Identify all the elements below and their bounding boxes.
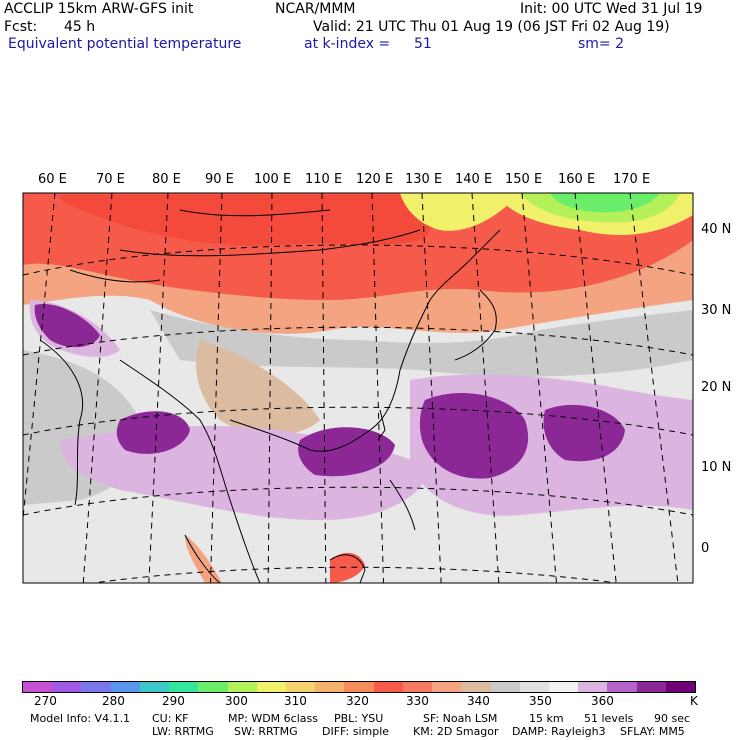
colorbar-swatch xyxy=(548,682,579,692)
lat-label: 20 N xyxy=(701,380,732,395)
colorbar-label: 330 xyxy=(406,694,429,708)
lat-label: 40 N xyxy=(701,222,732,237)
smoothing-label: sm= 2 xyxy=(578,36,625,52)
colorbar-label: 290 xyxy=(162,694,185,708)
colorbar-swatch xyxy=(373,682,403,692)
lon-label: 170 E xyxy=(613,172,651,187)
colorbar-label: 270 xyxy=(34,694,57,708)
init-time: Init: 00 UTC Wed 31 Jul 19 xyxy=(520,1,703,17)
colorbar-label: 340 xyxy=(467,694,490,708)
diffusion-scheme: DIFF: simple xyxy=(322,725,390,738)
colorbar-label: 300 xyxy=(225,694,248,708)
colorbar-label: 350 xyxy=(529,694,552,708)
lon-label: 110 E xyxy=(305,172,343,187)
forecast-label: Fcst: xyxy=(4,19,38,35)
lon-label: 160 E xyxy=(558,172,596,187)
model-version: Model Info: V4.1.1 xyxy=(30,712,131,725)
colorbar-label: 280 xyxy=(102,694,125,708)
lon-label: 150 E xyxy=(505,172,543,187)
colorbar-swatch xyxy=(402,682,433,692)
vertical-levels: 51 levels xyxy=(584,712,634,725)
colorbar-swatch xyxy=(519,682,549,692)
colorbar-swatch xyxy=(81,682,111,692)
colorbar-swatch xyxy=(285,682,316,692)
colorbar-swatch xyxy=(256,682,286,692)
colorbar-swatch xyxy=(490,682,520,692)
colorbar-swatch xyxy=(432,682,462,692)
lon-label: 70 E xyxy=(96,172,125,187)
damping-option: DAMP: Rayleigh3 xyxy=(512,725,606,738)
surface-scheme: SF: Noah LSM xyxy=(423,712,498,725)
pbl-scheme: PBL: YSU xyxy=(334,712,384,725)
colorbar-swatch xyxy=(665,682,696,692)
field-name: Equivalent potential temperature xyxy=(8,36,242,52)
lat-label: 10 N xyxy=(701,460,732,475)
colorbar-label: 310 xyxy=(284,694,307,708)
lon-label: 90 E xyxy=(205,172,234,187)
colorbar-label: 360 xyxy=(591,694,614,708)
colorbar-swatch xyxy=(227,682,257,692)
colorbar xyxy=(22,681,696,693)
lon-label: 80 E xyxy=(152,172,181,187)
colorbar-unit: K xyxy=(690,694,698,708)
colorbar-label: 320 xyxy=(346,694,369,708)
colorbar-swatch xyxy=(461,682,491,692)
center-label: NCAR/MMM xyxy=(275,1,356,17)
colorbar-swatch xyxy=(315,682,345,692)
colorbar-swatch xyxy=(110,682,140,692)
forecast-hours: 45 h xyxy=(64,19,96,35)
colorbar-swatch xyxy=(52,682,82,692)
level-value: 51 xyxy=(414,36,432,52)
cumulus-scheme: CU: KF xyxy=(152,712,189,725)
lon-label: 60 E xyxy=(38,172,67,187)
lon-label: 130 E xyxy=(405,172,443,187)
colorbar-swatch xyxy=(169,682,199,692)
microphysics-scheme: MP: WDM 6class xyxy=(228,712,318,725)
km-option: KM: 2D Smagor xyxy=(413,725,499,738)
valid-time: Valid: 21 UTC Thu 01 Aug 19 (06 JST Fri … xyxy=(313,19,670,35)
lat-label: 30 N xyxy=(701,303,732,318)
grid-spacing: 15 km xyxy=(529,712,564,725)
colorbar-swatch xyxy=(23,682,53,692)
time-step: 90 sec xyxy=(654,712,691,725)
shortwave-scheme: SW: RRTMG xyxy=(234,725,298,738)
colorbar-swatch xyxy=(198,682,228,692)
colorbar-swatch xyxy=(636,682,666,692)
model-title: ACCLIP 15km ARW-GFS init xyxy=(4,1,194,17)
longwave-scheme: LW: RRTMG xyxy=(152,725,214,738)
colorbar-swatch xyxy=(344,682,374,692)
lon-label: 140 E xyxy=(455,172,493,187)
surface-layer-scheme: SFLAY: MM5 xyxy=(620,725,685,738)
colorbar-swatch xyxy=(139,682,170,692)
level-label: at k-index = xyxy=(304,36,391,52)
colorbar-swatch xyxy=(578,682,608,692)
lon-label: 120 E xyxy=(356,172,394,187)
lat-label: 0 xyxy=(701,541,710,556)
colorbar-swatch xyxy=(607,682,637,692)
lon-label: 100 E xyxy=(254,172,292,187)
